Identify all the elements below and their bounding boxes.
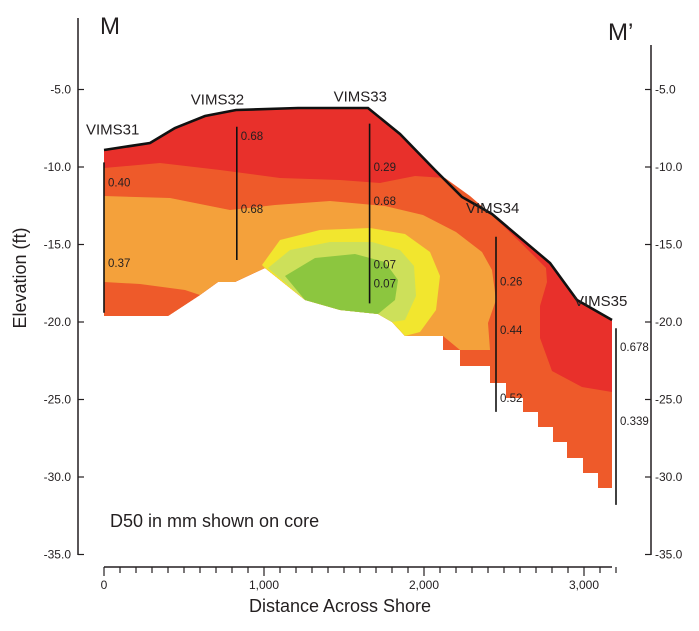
y-axis-title: Elevation (ft) <box>10 227 30 328</box>
core-locations: VIMS31 0.40 0.37 VIMS32 0.68 0.68 VIMS33 0.29 0.… <box>86 89 649 505</box>
distance-axis: 0 1,000 2,000 3,000 <box>101 566 617 592</box>
d50-value-label: 0.68 <box>241 131 263 143</box>
d50-value-label: 0.29 <box>374 162 396 174</box>
y-tick-label: -25.0 <box>44 393 72 407</box>
core-vims34: VIMS34 0.26 0.44 0.52 <box>466 200 523 412</box>
x-tick-label: 2,000 <box>409 578 439 592</box>
x-tick-label: 0 <box>101 578 108 592</box>
d50-value-label: 0.37 <box>108 258 130 270</box>
y-tick-label: -15.0 <box>44 238 72 252</box>
right-y-tick-label: -30.0 <box>655 470 683 484</box>
band-coarse-base <box>104 282 200 316</box>
core-vims32: VIMS32 0.68 0.68 <box>191 92 263 260</box>
y-tick-label: -30.0 <box>44 470 72 484</box>
seabed-profile-line <box>103 106 613 322</box>
d50-value-label: 0.52 <box>500 393 522 405</box>
right-y-tick-label: -10.0 <box>655 160 683 174</box>
y-tick-label: -20.0 <box>44 315 72 329</box>
right-y-tick-label: -5.0 <box>655 83 676 97</box>
core-name-label: VIMS34 <box>466 200 519 217</box>
right-y-tick-label: -35.0 <box>655 548 683 562</box>
d50-value-label: 0.678 <box>620 342 649 354</box>
right-y-tick-label: -25.0 <box>655 393 683 407</box>
d50-value-label: 0.339 <box>620 416 649 428</box>
core-name-label: VIMS31 <box>86 121 139 138</box>
y-tick-label: -5.0 <box>50 83 71 97</box>
d50-value-label: 0.07 <box>374 260 396 272</box>
core-vims33: VIMS33 0.29 0.68 0.07 0.07 <box>334 89 396 304</box>
y-tick-label: -35.0 <box>44 548 72 562</box>
d50-note: D50 in mm shown on core <box>110 511 319 531</box>
section-start-label: M <box>100 13 120 40</box>
x-tick-label: 1,000 <box>249 578 279 592</box>
right-y-tick-label: -15.0 <box>655 238 683 252</box>
d50-value-label: 0.40 <box>108 178 130 190</box>
section-end-label: M’ <box>608 19 633 46</box>
d50-value-label: 0.44 <box>500 325 523 337</box>
core-name-label: VIMS32 <box>191 92 244 109</box>
y-tick-label: -10.0 <box>44 160 72 174</box>
core-name-label: VIMS33 <box>334 89 387 106</box>
left-elevation-axis: -5.0 -10.0 -15.0 -20.0 -25.0 -30.0 -35.0 <box>44 18 84 562</box>
core-name-label: VIMS35 <box>574 293 627 310</box>
x-axis-title: Distance Across Shore <box>249 596 431 616</box>
x-tick-label: 3,000 <box>569 578 599 592</box>
core-vims31: VIMS31 0.40 0.37 <box>86 121 139 313</box>
right-y-tick-label: -20.0 <box>655 315 683 329</box>
core-vims35: VIMS35 0.678 0.339 <box>574 293 649 505</box>
d50-value-label: 0.68 <box>374 196 396 208</box>
grain-size-contours <box>104 108 612 488</box>
d50-value-label: 0.68 <box>241 204 263 216</box>
d50-value-label: 0.26 <box>500 277 522 289</box>
right-elevation-axis: -5.0 -10.0 -15.0 -20.0 -25.0 -30.0 -35.0 <box>645 45 683 562</box>
d50-value-label: 0.07 <box>374 278 396 290</box>
